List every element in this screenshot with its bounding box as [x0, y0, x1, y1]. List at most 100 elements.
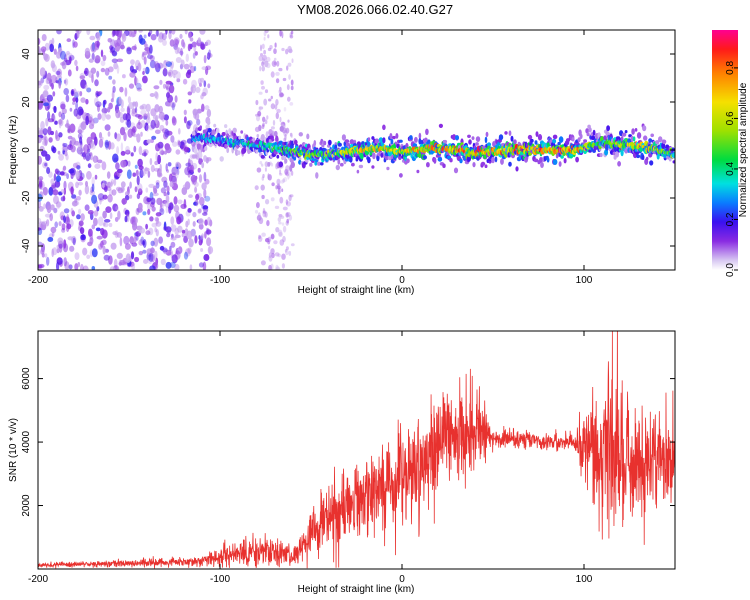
noise-cell — [258, 106, 264, 110]
noise-cell — [288, 250, 292, 256]
noise-cell — [57, 237, 64, 244]
noise-cell — [125, 191, 129, 197]
signal-cell — [491, 156, 495, 164]
noise-cell — [277, 187, 281, 195]
noise-cell — [267, 34, 270, 39]
x-tick-label: 0 — [399, 275, 405, 286]
noise-cell — [128, 83, 135, 89]
noise-cell — [194, 235, 198, 244]
noise-cell — [181, 229, 186, 234]
noise-cell — [179, 50, 184, 56]
noise-cell — [165, 206, 169, 214]
noise-cell — [198, 174, 203, 183]
noise-cell — [199, 196, 205, 206]
noise-cell — [53, 105, 57, 114]
y-tick-label: 2000 — [21, 494, 32, 517]
signal-cell — [672, 152, 675, 159]
noise-cell — [261, 61, 265, 67]
noise-cell — [66, 50, 70, 56]
noise-cell — [188, 238, 194, 248]
signal-cell — [399, 139, 403, 143]
signal-cell — [306, 133, 310, 140]
signal-cell — [240, 130, 244, 134]
noise-cell — [147, 32, 151, 37]
noise-cell — [104, 67, 110, 76]
noise-cell — [86, 87, 92, 93]
noise-cell — [265, 56, 271, 63]
noise-cell — [38, 176, 44, 181]
noise-cell — [270, 126, 275, 130]
x-tick-label: -200 — [28, 574, 48, 585]
signal-cell — [475, 136, 481, 143]
noise-cell — [66, 173, 69, 180]
noise-cell — [279, 239, 285, 246]
noise-cell — [170, 224, 177, 232]
signal-cell — [367, 156, 371, 164]
noise-cell — [159, 245, 165, 251]
noise-cell — [190, 174, 197, 183]
signal-cell — [232, 127, 237, 134]
noise-cell — [264, 89, 269, 94]
noise-cell — [152, 185, 157, 192]
noise-cell — [262, 122, 265, 127]
signal-cell — [207, 120, 211, 126]
noise-cell — [102, 54, 107, 62]
noise-cell — [139, 169, 144, 179]
signal-cell — [344, 139, 350, 144]
noise-cell — [155, 92, 159, 100]
noise-cell — [257, 212, 261, 219]
noise-cell — [136, 175, 140, 186]
noise-cell — [41, 34, 47, 42]
noise-cell — [119, 259, 126, 266]
noise-cell — [203, 188, 207, 199]
noise-cell — [199, 30, 206, 35]
signal-cell — [552, 159, 558, 165]
noise-cell — [183, 116, 187, 124]
noise-cell — [107, 38, 113, 43]
noise-cell — [75, 65, 79, 72]
noise-cell — [159, 163, 162, 174]
noise-cell — [84, 184, 90, 195]
signal-cell — [386, 166, 390, 171]
noise-cell — [111, 58, 118, 64]
signal-cell — [360, 153, 364, 160]
noise-cell — [115, 133, 121, 142]
noise-cell — [155, 217, 159, 225]
signal-cell — [260, 155, 265, 159]
noise-cell — [187, 172, 191, 178]
noise-cell — [104, 186, 108, 193]
signal-cell — [274, 130, 278, 137]
signal-cell — [645, 156, 649, 161]
noise-cell — [270, 71, 275, 78]
noise-cell — [291, 58, 294, 63]
noise-cell — [97, 113, 102, 120]
noise-cell — [108, 222, 113, 228]
noise-cell — [259, 65, 262, 72]
signal-cell — [455, 135, 459, 141]
signal-cell — [221, 132, 226, 136]
noise-cell — [143, 113, 148, 120]
noise-cell — [165, 226, 172, 233]
noise-cell — [82, 265, 89, 270]
noise-cell — [124, 243, 131, 250]
noise-cell — [98, 138, 104, 148]
noise-cell — [183, 235, 189, 243]
noise-cell — [90, 67, 97, 74]
noise-cell — [76, 172, 81, 179]
signal-cell — [624, 130, 628, 134]
noise-cell — [39, 78, 43, 87]
noise-cell — [206, 53, 213, 58]
noise-cell — [105, 141, 109, 150]
noise-cell — [204, 195, 211, 202]
signal-cell — [372, 152, 376, 160]
noise-cell — [273, 48, 277, 55]
noise-cell — [144, 166, 148, 175]
noise-cell — [197, 37, 201, 44]
noise-cell — [85, 152, 91, 161]
signal-cell — [371, 165, 375, 169]
noise-cell — [258, 235, 263, 242]
noise-cell — [285, 165, 290, 173]
noise-cell — [119, 127, 126, 136]
noise-cell — [132, 101, 136, 106]
noise-cell — [91, 118, 95, 127]
